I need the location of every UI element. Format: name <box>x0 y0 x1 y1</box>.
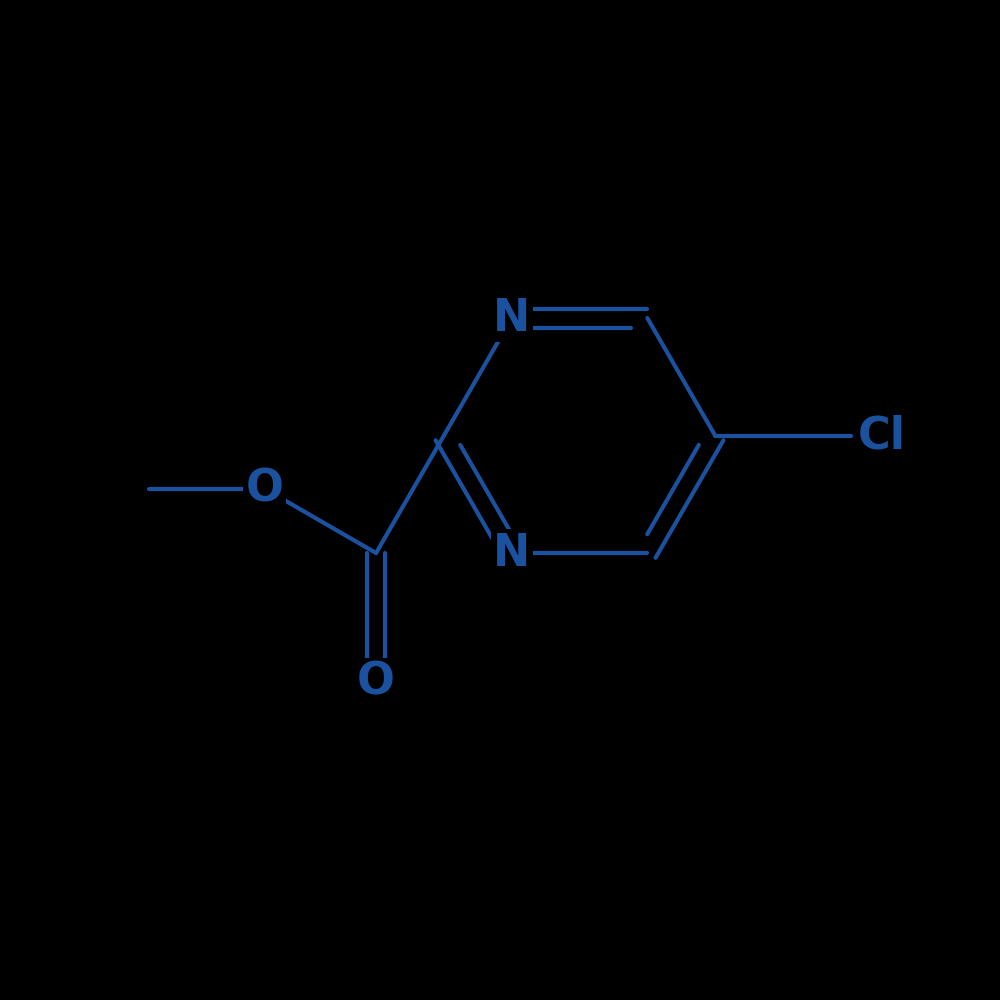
Text: O: O <box>246 467 283 510</box>
Text: N: N <box>493 532 530 575</box>
Text: Cl: Cl <box>858 414 906 457</box>
Text: N: N <box>493 297 530 340</box>
Text: O: O <box>357 660 395 703</box>
